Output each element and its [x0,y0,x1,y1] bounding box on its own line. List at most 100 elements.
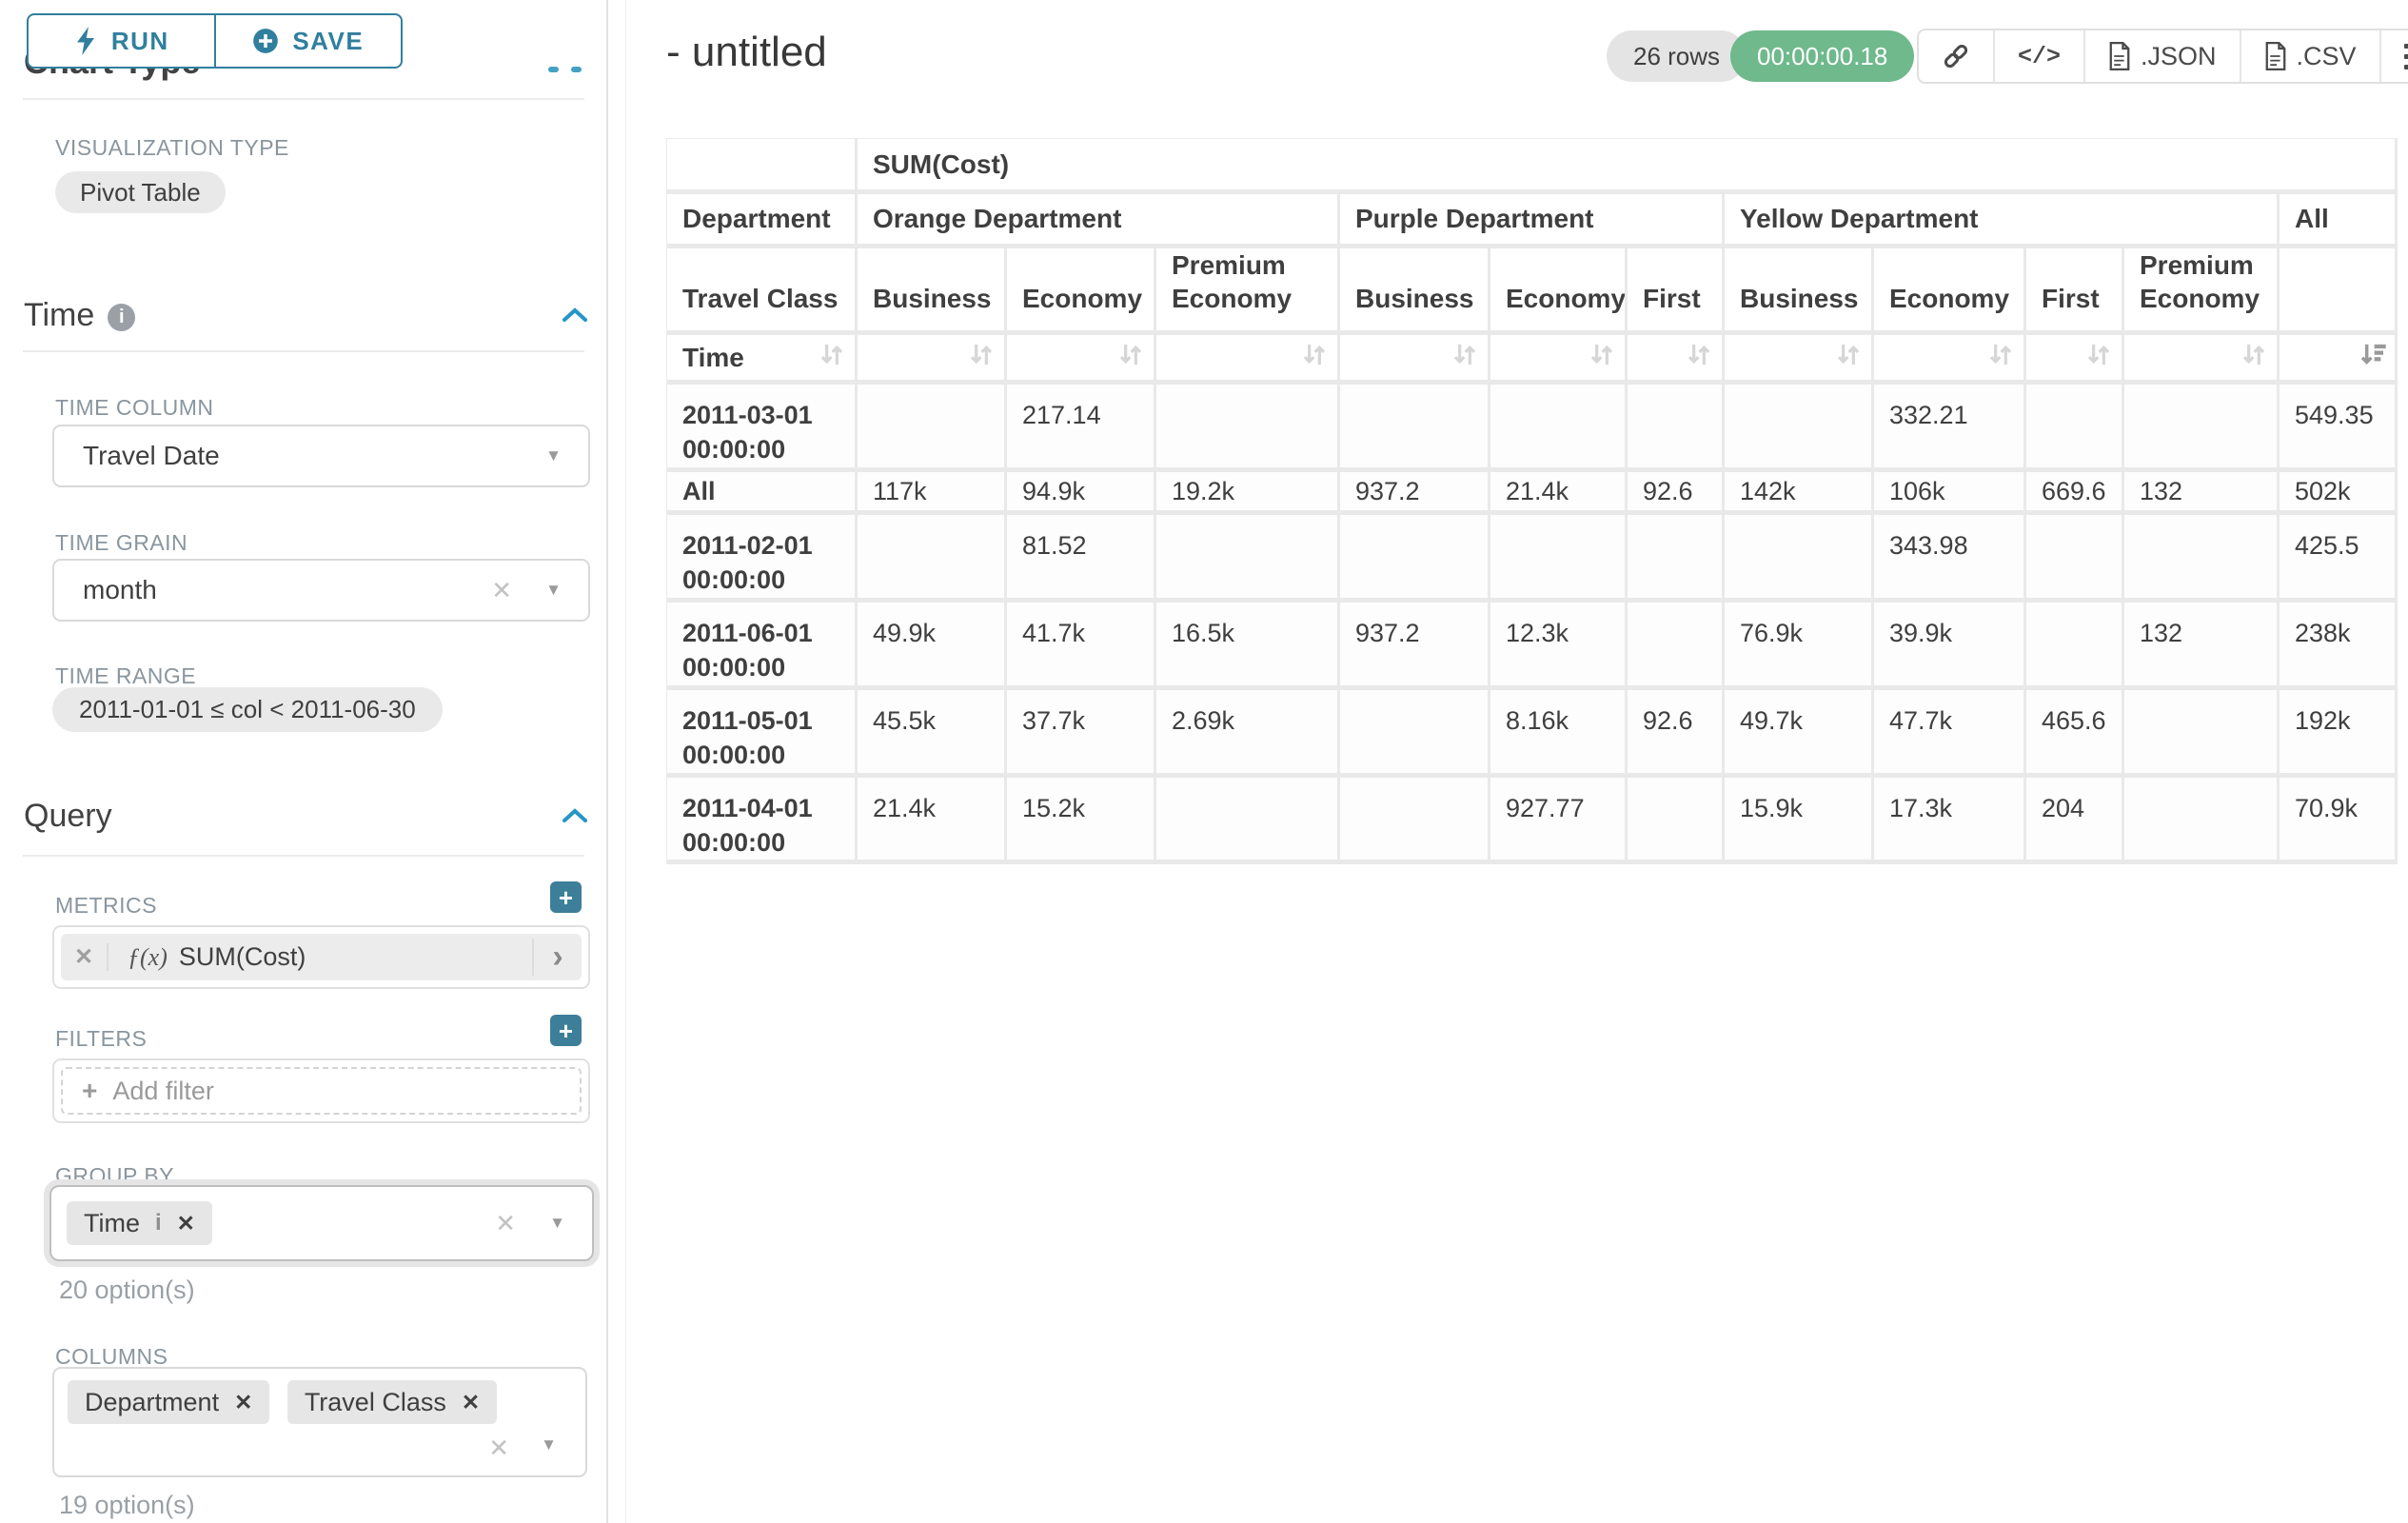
column-group-header: Yellow Department [1725,194,2280,248]
time-column-label: TIME COLUMN [55,395,214,420]
cell: 12.3k [1490,602,1628,690]
tag-remove-icon[interactable]: ✕ [461,1389,481,1414]
plus-icon: + [82,1076,98,1105]
tag-remove-icon[interactable]: ✕ [176,1210,195,1236]
export-csv-button[interactable]: .CSV [2239,30,2379,82]
cell: 937.2 [1340,471,1490,515]
clear-icon[interactable]: ✕ [491,575,512,604]
cell: 117k [858,471,1007,515]
metric-name: SUM(Cost) [178,942,306,971]
column-header: Business [858,248,1007,335]
sort-cell[interactable] [1725,335,1874,385]
caret-down-icon: ▼ [549,1214,565,1232]
sort-cell[interactable] [858,335,1007,385]
time-range-pill[interactable]: 2011-01-01 ≤ col < 2011-06-30 [52,687,443,732]
columns-tag-label: Department [85,1387,220,1416]
add-filter-dropzone[interactable]: + Add filter [61,1067,582,1115]
cell [1340,514,1490,603]
cell [2026,385,2124,472]
sort-cell[interactable] [1874,335,2026,385]
sort-descending-icon[interactable] [2357,339,2387,376]
save-button[interactable]: SAVE [213,15,402,67]
cell: 465.6 [2026,689,2124,778]
sort-cell[interactable] [1340,335,1490,385]
tag-info-icon[interactable]: i [155,1210,162,1236]
cell [1725,514,1874,603]
cell: 343.98 [1874,514,2026,603]
plus-circle-icon [253,29,279,53]
cell: 2.69k [1156,689,1340,778]
sort-cell[interactable] [1628,335,1725,385]
visualization-type-pill[interactable]: Pivot Table [55,171,226,213]
metric-item[interactable]: ✕ ƒ(x) SUM(Cost) › [61,934,582,980]
columns-tag[interactable]: Travel Class ✕ [286,1380,498,1424]
copy-link-button[interactable] [1919,30,1993,82]
row-label: 2011-05-01 00:00:00 [667,689,858,778]
caret-down-icon: ▼ [541,1435,557,1454]
remove-metric-icon[interactable]: ✕ [61,943,109,971]
collapse-chevron-icon[interactable] [562,807,588,824]
export-json-button[interactable]: .JSON [2083,30,2240,82]
clear-icon[interactable]: ✕ [488,1434,509,1462]
cell: 41.7k [1007,602,1156,690]
expand-metric-icon[interactable]: › [532,939,582,976]
time-column-select[interactable]: Travel Date ▼ [52,425,590,487]
filters-container: + Add filter [52,1058,590,1123]
sort-icon[interactable] [1299,339,1330,376]
cell [2026,514,2124,603]
sort-cell[interactable] [2026,335,2124,385]
time-range-label: TIME RANGE [55,663,197,688]
collapse-chevron-icon[interactable] [562,307,588,324]
cell: 37.7k [1007,689,1156,778]
sort-icon[interactable] [1115,339,1146,376]
sort-cell[interactable] [1156,335,1340,385]
class-dimension-header: Travel Class [667,248,858,335]
panel-divider[interactable] [606,0,608,1523]
sort-cell-time[interactable]: Time [667,335,858,385]
columns-select[interactable]: Department ✕ Travel Class ✕ ✕ ▼ [52,1367,587,1477]
time-grain-label: TIME GRAIN [55,530,188,555]
export-json-label: .JSON [2141,41,2217,70]
embed-code-button[interactable]: </> [1993,30,2083,82]
add-filter-button[interactable]: + [550,1015,582,1046]
info-icon[interactable]: i [108,303,136,331]
row-count-label: 26 rows [1633,41,1721,70]
control-panel: Chart Type RUN SAVE VISUALIZATION TYPE P… [0,0,606,1523]
sort-cell[interactable] [2124,335,2280,385]
caret-down-icon: ▼ [545,446,562,465]
run-save-button-group: RUN SAVE [27,13,403,69]
function-icon: ƒ(x) [128,942,168,971]
sort-icon[interactable] [1833,339,1864,376]
group-by-select[interactable]: Time i ✕ ✕ ▼ [49,1185,594,1261]
lightning-bolt-icon [76,27,94,55]
sort-icon[interactable] [1450,339,1480,376]
columns-tag-label: Travel Class [304,1387,446,1416]
group-by-tag[interactable]: Time i ✕ [67,1201,212,1245]
sort-icon[interactable] [817,339,847,376]
add-metric-button[interactable]: + [550,881,582,913]
query-timer-badge: 00:00:00.18 [1730,30,1915,82]
sort-icon[interactable] [2239,339,2269,376]
clear-icon[interactable]: ✕ [495,1208,516,1237]
group-by-tag-label: Time [84,1208,140,1237]
sort-icon[interactable] [2083,339,2114,376]
sort-icon[interactable] [1985,339,2016,376]
cell [1340,385,1490,472]
sort-icon[interactable] [1684,339,1714,376]
sort-cell[interactable] [1490,335,1628,385]
chart-title[interactable]: - untitled [666,29,827,75]
partial-icon [548,67,559,72]
row-dimension-header: Department [667,194,858,248]
columns-tag[interactable]: Department ✕ [68,1380,270,1424]
column-header: Economy [1007,248,1156,335]
menu-button[interactable] [2378,30,2408,82]
sort-icon[interactable] [966,339,997,376]
column-header: Business [1340,248,1490,335]
sort-icon[interactable] [1587,339,1617,376]
tag-remove-icon[interactable]: ✕ [234,1389,253,1414]
save-button-label: SAVE [292,26,365,55]
run-button[interactable]: RUN [29,15,214,67]
sort-cell[interactable] [1007,335,1156,385]
sort-cell-active[interactable] [2280,335,2398,385]
time-grain-select[interactable]: month ✕ ▼ [52,559,590,622]
